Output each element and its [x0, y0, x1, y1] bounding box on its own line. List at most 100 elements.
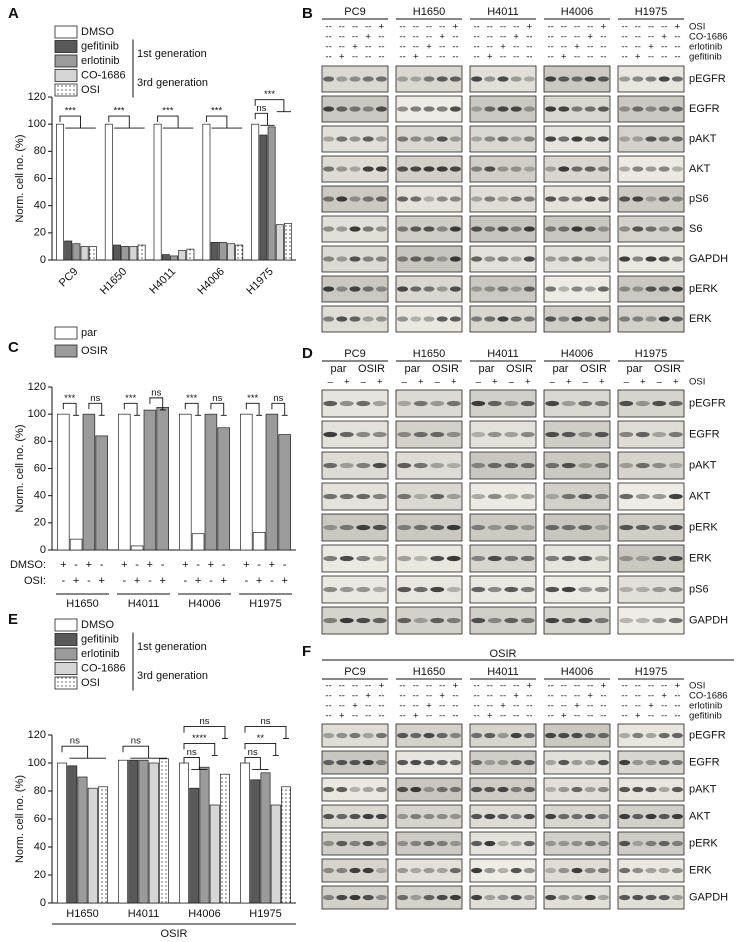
blot-strip	[469, 885, 537, 910]
y-tick-label: 20	[34, 869, 46, 881]
treatment-sign: --	[399, 42, 405, 53]
blot-band	[471, 867, 483, 874]
significance-bracket	[62, 402, 80, 416]
treatment-sign: --	[621, 22, 627, 33]
blot-strip	[395, 420, 463, 449]
treatment-sign: --	[574, 22, 580, 33]
treatment-sign: --	[378, 32, 384, 43]
treatment-sign: --	[487, 22, 493, 33]
significance-label: ***	[264, 89, 275, 100]
condition-sign: -	[87, 575, 91, 587]
treatment-sign: --	[339, 42, 345, 53]
bar	[57, 762, 67, 904]
blot-band	[436, 196, 448, 202]
blot-strip	[617, 750, 685, 775]
bar	[87, 787, 98, 904]
bar	[104, 123, 113, 261]
blot-band	[632, 106, 644, 112]
blot-band	[413, 555, 428, 562]
blot-band	[584, 286, 596, 292]
blot-band	[446, 493, 461, 500]
blot-band	[652, 555, 667, 562]
treatment-sign: --	[352, 681, 358, 692]
blot-band	[510, 196, 522, 202]
treatment-sign: +	[587, 32, 593, 43]
blot-band	[423, 732, 435, 739]
blot-band	[397, 732, 409, 739]
condition-sign: +	[220, 575, 226, 587]
blot-band	[645, 759, 657, 766]
subgroup-label: OSIR	[358, 363, 385, 375]
significance-bracket	[244, 726, 289, 740]
blot-band	[645, 867, 657, 874]
blot-band	[410, 286, 422, 292]
blot-band	[484, 136, 496, 142]
treatment-sign: +	[418, 377, 424, 388]
blot-band	[471, 400, 486, 407]
blot-band	[349, 196, 361, 202]
legend-group-label: 3rd generation	[137, 670, 208, 682]
blot-band	[597, 786, 609, 793]
bar	[284, 222, 292, 261]
treatment-sign: --	[661, 681, 667, 692]
blot-band	[658, 759, 670, 766]
blot-band	[446, 431, 461, 438]
blot-band	[523, 166, 535, 172]
treatment-label: OSI	[689, 22, 705, 33]
treatment-sign: –	[328, 377, 334, 388]
significance-label: **	[257, 733, 265, 744]
blot-band	[323, 894, 335, 901]
blot-band	[510, 813, 522, 820]
blot-band	[484, 867, 496, 874]
blot-band	[545, 226, 557, 232]
treatment-sign: --	[439, 22, 445, 33]
blot-band	[356, 493, 371, 500]
blot-band	[584, 316, 596, 322]
blot-band	[619, 524, 634, 531]
condition-label: OSI:	[24, 575, 46, 587]
blot-band	[594, 586, 609, 593]
blot-strip	[321, 777, 389, 802]
blot-band	[430, 524, 445, 531]
blot-band	[561, 586, 576, 593]
blot-band	[397, 286, 409, 292]
blot-band	[430, 431, 445, 438]
treatment-sign: --	[500, 711, 506, 722]
treatment-sign: +	[599, 377, 605, 388]
blot-band	[504, 493, 519, 500]
blot-band	[594, 617, 609, 624]
treatment-label: CO-1686	[689, 691, 728, 702]
blot-band	[436, 76, 448, 82]
treatment-sign: --	[621, 691, 627, 702]
legend-label: OSI	[81, 677, 100, 689]
blot-band	[578, 400, 593, 407]
blot-band	[619, 894, 631, 901]
blot-band	[545, 431, 560, 438]
blot-band	[561, 431, 576, 438]
blot-band	[619, 462, 634, 469]
blot-band	[336, 732, 348, 739]
blot-band	[449, 867, 461, 874]
bar	[118, 413, 131, 551]
blot-band	[523, 894, 535, 901]
protein-label: ERK	[689, 552, 712, 564]
treatment-sign: --	[365, 52, 371, 63]
blot-band	[397, 431, 412, 438]
bar	[178, 250, 187, 261]
blot-strip	[543, 885, 611, 910]
bar	[179, 762, 189, 904]
treatment-sign: --	[674, 701, 680, 712]
blot-band	[520, 431, 535, 438]
blot-band	[471, 586, 486, 593]
blot-band	[362, 136, 374, 142]
y-tick-label: 20	[34, 227, 46, 239]
blot-band	[632, 867, 644, 874]
blot-band	[471, 840, 483, 847]
legend-label: CO-1686	[81, 662, 126, 674]
blot-band	[397, 256, 409, 262]
significance-bracket	[184, 402, 202, 416]
treatment-sign: --	[500, 681, 506, 692]
protein-label: AKT	[689, 810, 711, 822]
protein-label: pS6	[689, 193, 709, 205]
blot-band	[446, 462, 461, 469]
